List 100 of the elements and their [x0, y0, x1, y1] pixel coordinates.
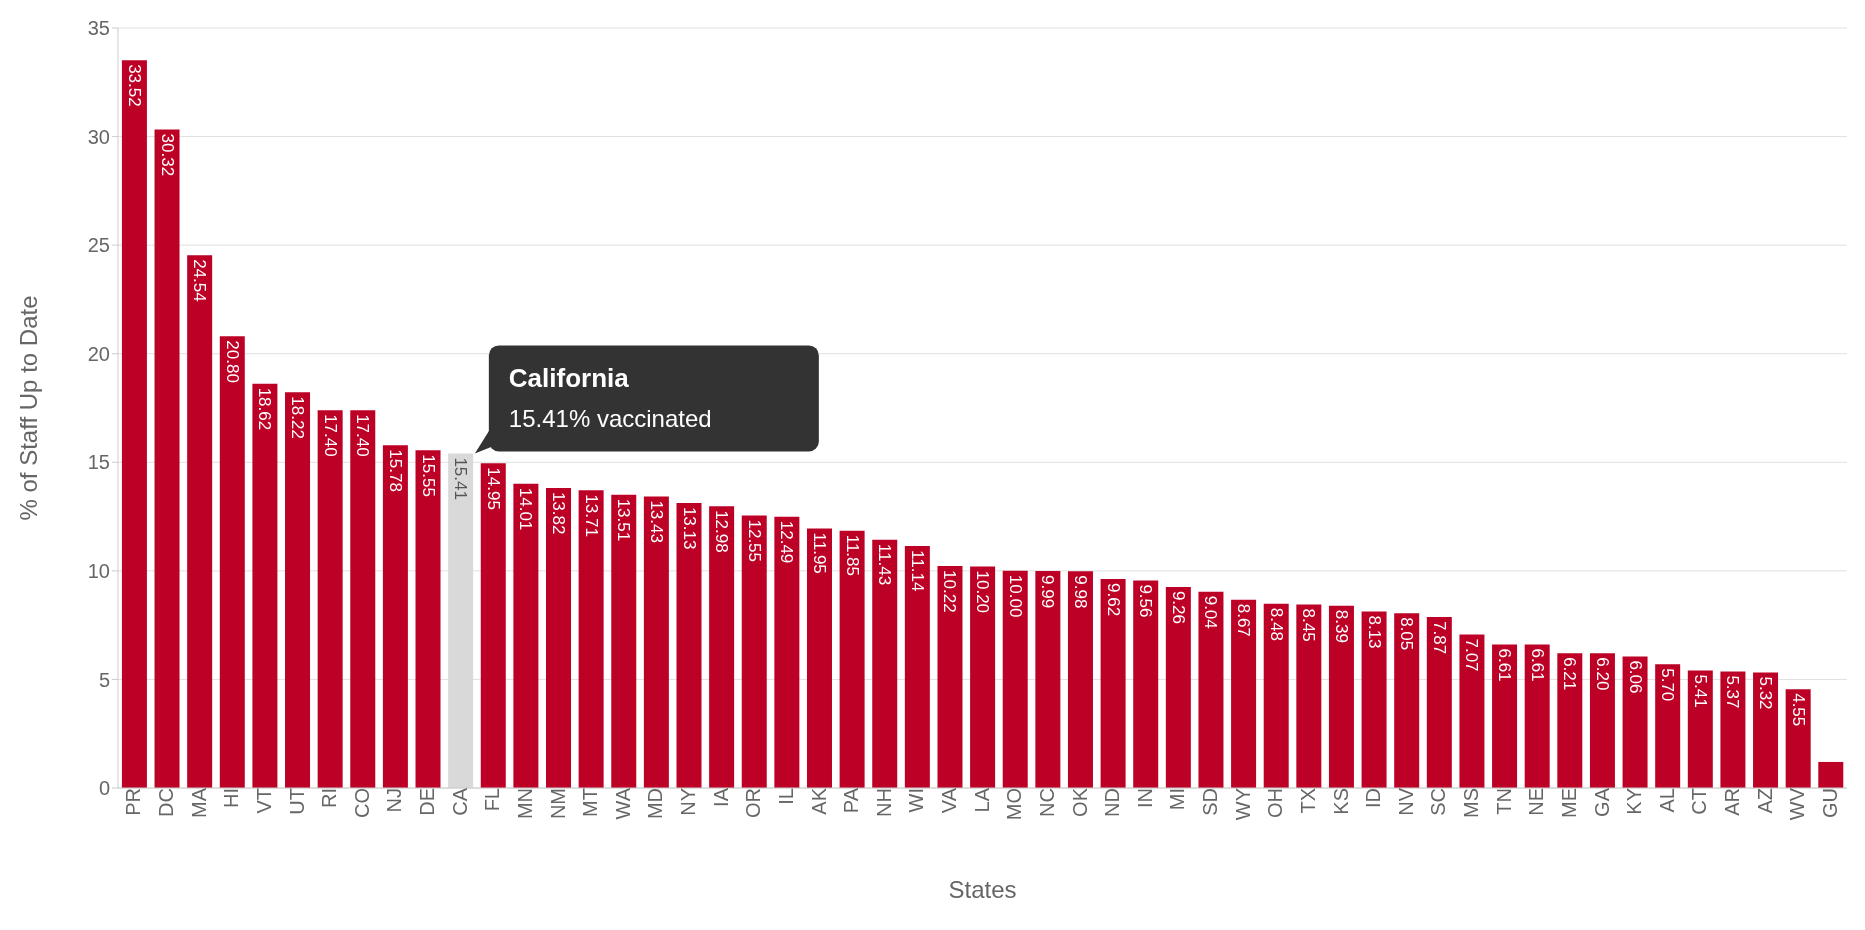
x-tick-label: UT — [285, 788, 308, 815]
x-tick-label: SD — [1199, 788, 1222, 816]
data-label: 9.04 — [1201, 595, 1221, 629]
bar — [1459, 634, 1485, 788]
bar — [1720, 671, 1746, 788]
data-label: 6.61 — [1527, 648, 1547, 682]
bar — [1622, 656, 1648, 788]
data-label: 8.39 — [1331, 609, 1351, 643]
x-tick-label: MN — [513, 788, 536, 820]
x-tick-label: AK — [807, 787, 830, 815]
x-tick-label: IA — [709, 787, 732, 807]
bar — [904, 546, 930, 788]
data-label: 9.56 — [1136, 584, 1156, 618]
bar — [1100, 579, 1126, 788]
x-tick-label: WA — [611, 787, 634, 820]
x-tick-label: AR — [1721, 788, 1744, 816]
x-tick-label: MA — [187, 787, 210, 818]
data-label: 8.45 — [1299, 608, 1319, 642]
bar — [1687, 670, 1713, 788]
data-label: 24.54 — [190, 259, 210, 302]
data-label: 7.87 — [1429, 621, 1449, 655]
x-tick-label: VT — [253, 788, 275, 814]
data-label: 30.32 — [157, 133, 177, 177]
x-tick-label: DE — [416, 788, 439, 816]
x-tick-label: CT — [1688, 788, 1711, 815]
x-tick-label: MT — [579, 788, 602, 817]
data-label: 14.01 — [516, 487, 536, 531]
data-label: 15.55 — [418, 454, 438, 497]
x-tick-label: OR — [742, 788, 765, 818]
x-tick-label: NE — [1525, 788, 1548, 816]
bar — [839, 530, 865, 788]
x-tick-label: NY — [677, 788, 700, 816]
bar — [643, 496, 669, 788]
data-label: 9.26 — [1168, 590, 1188, 625]
x-tick-label: NC — [1035, 788, 1058, 817]
data-label: 13.43 — [646, 500, 666, 543]
data-label: 6.20 — [1592, 657, 1612, 691]
x-tick-label: TX — [1296, 788, 1319, 814]
data-label: 4.55 — [1788, 693, 1808, 727]
x-tick-label: MI — [1166, 788, 1189, 811]
x-tick-label: OK — [1068, 787, 1091, 817]
x-tick-label: MD — [644, 788, 667, 820]
bar — [285, 392, 311, 788]
data-label: 8.05 — [1397, 617, 1417, 651]
bar — [1067, 571, 1093, 788]
y-tick-label: 15 — [87, 451, 110, 474]
data-label: 13.71 — [581, 494, 601, 537]
annotation: 15.41% vaccinated — [508, 405, 712, 433]
bar — [513, 483, 539, 788]
data-label: 17.40 — [320, 414, 340, 457]
data-label: 6.61 — [1495, 648, 1515, 682]
data-label: 7.07 — [1462, 638, 1482, 672]
data-label: 12.49 — [777, 520, 797, 564]
data-label: 8.48 — [1266, 607, 1286, 641]
y-axis-title: % of Staff Up to Date — [14, 295, 42, 521]
data-label: 11.43 — [875, 543, 895, 586]
bar — [1589, 653, 1615, 788]
bar — [252, 383, 278, 788]
x-tick-label: PR — [122, 788, 145, 816]
bar — [774, 516, 800, 788]
x-tick-label: AL — [1655, 788, 1678, 813]
bar — [415, 450, 441, 788]
y-tick-label: 10 — [87, 559, 110, 582]
y-tick-label: 30 — [87, 125, 110, 148]
x-tick-label: KY — [1623, 788, 1646, 815]
bar — [154, 129, 180, 788]
x-tick-label: AZ — [1753, 788, 1776, 814]
bar — [187, 255, 213, 788]
data-label: 12.98 — [712, 510, 732, 553]
bar — [1263, 603, 1289, 788]
y-tick-label: 25 — [87, 234, 110, 257]
bar — [937, 566, 963, 788]
y-tick-label: 0 — [98, 777, 110, 800]
bar — [1002, 570, 1028, 788]
x-tick-label: KS — [1329, 788, 1352, 815]
data-label: 5.32 — [1756, 676, 1776, 710]
data-label: 8.67 — [1234, 603, 1254, 637]
data-label: 9.98 — [1070, 575, 1090, 609]
data-label: 9.62 — [1103, 583, 1123, 617]
bar — [1361, 611, 1387, 788]
data-label: 8.13 — [1364, 615, 1384, 649]
bar — [219, 336, 245, 788]
data-label: 11.85 — [842, 534, 862, 576]
y-tick-label: 20 — [87, 342, 110, 365]
bar — [1655, 664, 1681, 788]
x-tick-label: IN — [1133, 788, 1156, 808]
x-tick-label: ME — [1557, 788, 1580, 818]
bar — [1492, 644, 1518, 788]
x-tick-label: NV — [1394, 787, 1417, 816]
data-label: 9.99 — [1038, 575, 1058, 609]
x-tick-label: OH — [1264, 788, 1287, 818]
data-label: 13.13 — [679, 506, 699, 550]
bar — [970, 566, 996, 788]
bar — [872, 539, 898, 788]
data-label: 6.06 — [1625, 660, 1645, 694]
data-label: 13.82 — [549, 491, 569, 535]
bar — [1133, 580, 1159, 788]
data-label: 13.51 — [614, 498, 634, 542]
x-tick-label: IL — [774, 788, 797, 805]
y-tick-label: 5 — [98, 668, 110, 691]
